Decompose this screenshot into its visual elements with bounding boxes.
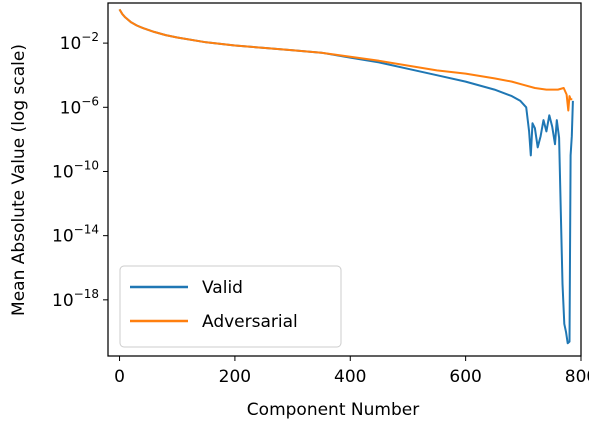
plot-frame — [107, 2, 582, 357]
y-tick-label: 10−14 — [52, 223, 99, 247]
x-axis-ticks: 0 200 400 600 800 — [114, 356, 589, 387]
legend-label-valid: Valid — [202, 278, 243, 298]
y-axis-label: Mean Absolute Value (log scale) — [9, 44, 29, 316]
y-tick-label: 10−10 — [52, 158, 99, 182]
x-axis-label: Component Number — [247, 400, 419, 420]
legend-label-adversarial: Adversarial — [202, 312, 298, 332]
x-tick-label: 400 — [334, 367, 366, 387]
y-axis-ticks: 10−2 10−6 10−10 10−14 10−18 — [52, 30, 108, 311]
y-tick-label: 10−2 — [60, 30, 99, 54]
x-tick-label: 0 — [114, 367, 125, 387]
series-line-adversarial — [118, 8, 573, 112]
series-layer — [118, 8, 574, 345]
x-tick-label: 600 — [449, 367, 481, 387]
legend: Valid Adversarial — [119, 265, 342, 348]
y-tick-label: 10−6 — [60, 94, 99, 118]
y-tick-label: 10−18 — [52, 287, 99, 311]
x-tick-label: 200 — [219, 367, 251, 387]
x-tick-label: 800 — [565, 367, 589, 387]
